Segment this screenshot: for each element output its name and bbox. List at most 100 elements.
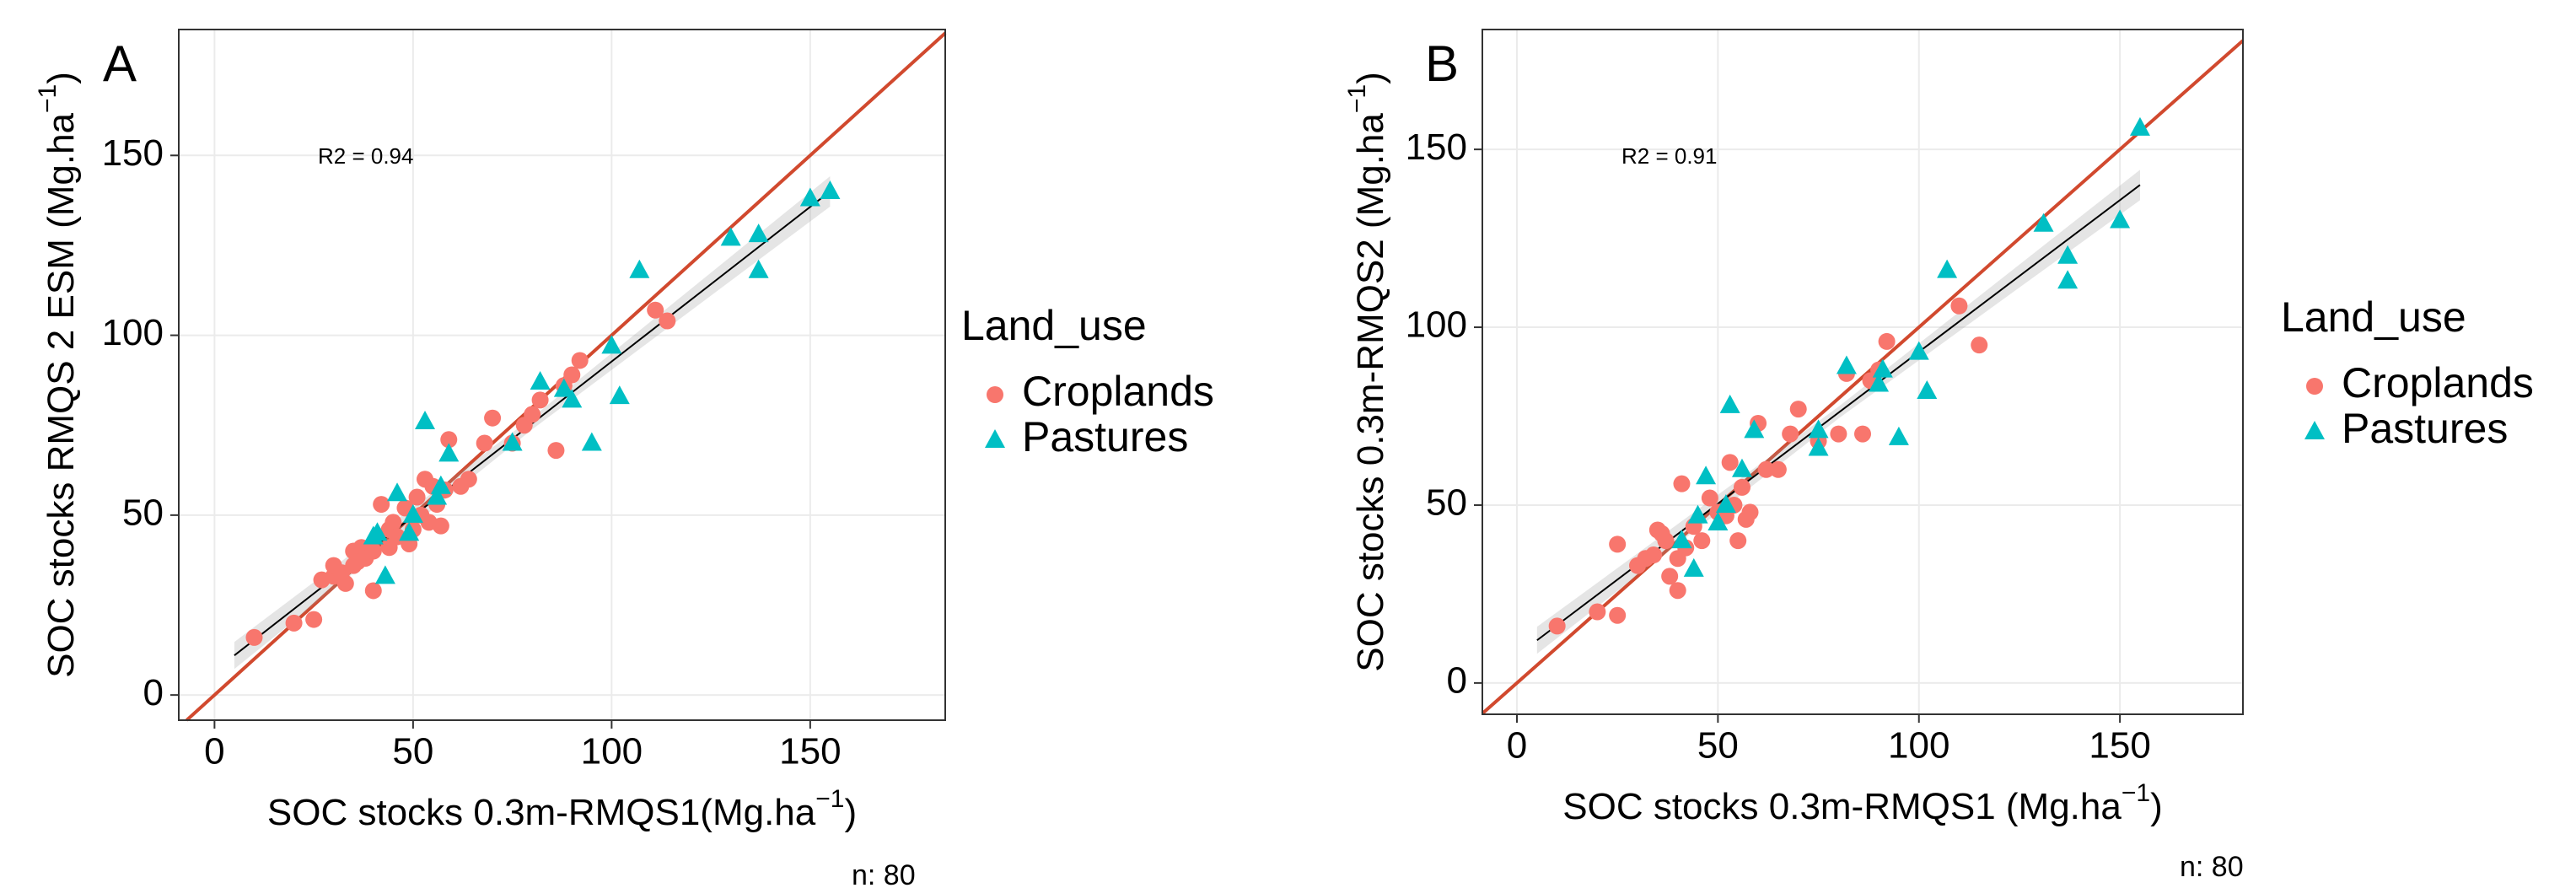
y-axis-label-end: ) <box>40 72 82 84</box>
x-tick-label: 50 <box>392 731 433 772</box>
point <box>1696 466 1717 485</box>
panel-label: B <box>1425 35 1459 92</box>
point <box>432 517 449 535</box>
point <box>476 434 493 452</box>
point <box>1589 603 1606 621</box>
point <box>364 582 382 600</box>
point <box>385 514 402 531</box>
point <box>2129 116 2150 136</box>
point <box>524 406 541 423</box>
point <box>1687 504 1708 524</box>
x-axis-label-text: SOC stocks 0.3m-RMQS1 (Mg.ha <box>1562 786 2122 827</box>
point <box>1653 525 1670 542</box>
point <box>571 352 589 369</box>
point <box>387 482 408 502</box>
point <box>1669 582 1686 600</box>
point <box>748 223 769 243</box>
point <box>820 180 841 199</box>
point <box>325 557 342 574</box>
x-tick-label: 50 <box>1697 725 1739 767</box>
y-tick-label: 0 <box>143 672 164 713</box>
point <box>1869 373 1890 392</box>
point <box>285 614 303 632</box>
y-axis-label-sup: −1 <box>1343 84 1371 113</box>
point <box>408 488 426 506</box>
point <box>484 409 502 427</box>
y-tick-label: 0 <box>1447 660 1467 702</box>
point <box>581 432 602 451</box>
y-tick-label: 150 <box>102 132 164 174</box>
note: n: 80 <box>852 859 916 888</box>
legend-title: Land_use <box>961 302 1147 349</box>
point <box>1609 535 1627 553</box>
legend-key <box>2304 421 2325 439</box>
point <box>1878 332 1896 350</box>
point <box>563 366 581 384</box>
x-tick-label: 100 <box>581 731 643 772</box>
panel-label: A <box>103 35 137 92</box>
point <box>1661 568 1679 585</box>
point <box>553 378 574 397</box>
point <box>374 565 395 584</box>
point <box>399 522 420 541</box>
point <box>305 611 323 628</box>
x-axis-label-sup: −1 <box>2122 779 2150 807</box>
point <box>1854 425 1871 443</box>
x-tick-label: 100 <box>1888 725 1949 767</box>
x-tick-label: 0 <box>204 731 224 772</box>
point <box>609 385 630 405</box>
y-tick-label: 50 <box>122 492 164 533</box>
point <box>1671 530 1692 549</box>
point <box>1609 606 1627 624</box>
point <box>1757 460 1775 478</box>
point <box>1729 532 1747 550</box>
point <box>1836 355 1857 374</box>
y-tick-label: 150 <box>1406 126 1467 168</box>
legend-title: Land_use <box>2281 293 2466 341</box>
point <box>2033 213 2054 232</box>
point <box>440 431 458 449</box>
point <box>502 432 523 451</box>
point <box>531 391 549 409</box>
y-tick-label: 100 <box>102 312 164 353</box>
y-axis-label-sup: −1 <box>34 84 62 113</box>
point <box>1715 493 1736 513</box>
plot-border <box>178 29 946 721</box>
point <box>1707 512 1729 531</box>
x-tick-label: 150 <box>2089 725 2150 767</box>
point <box>629 259 650 278</box>
legend-label: Pastures <box>2342 405 2508 452</box>
point <box>547 442 565 460</box>
point <box>601 335 622 354</box>
point <box>1701 489 1718 507</box>
point <box>373 496 390 514</box>
point <box>562 389 583 408</box>
point <box>1917 379 1938 399</box>
panel: 0 50 100 150 0 50 100 150 A R2 = 0.94 SOC stocks 0… <box>34 29 1214 888</box>
point <box>1693 532 1711 550</box>
point <box>363 525 384 545</box>
point <box>1744 419 1765 439</box>
y-axis-label-end: ) <box>1350 72 1391 84</box>
point <box>2057 245 2079 264</box>
point <box>1789 401 1807 418</box>
point <box>1830 425 1847 443</box>
point <box>530 371 551 390</box>
point <box>1782 425 1799 443</box>
y-tick-label: 50 <box>1426 482 1467 524</box>
point <box>1683 557 1704 577</box>
point <box>427 486 448 505</box>
plot-background <box>179 30 945 720</box>
point <box>1719 394 1740 413</box>
legend-key <box>2306 378 2323 395</box>
point <box>1673 475 1691 492</box>
point <box>647 301 664 319</box>
point <box>1733 478 1750 496</box>
point <box>364 542 382 560</box>
point <box>402 503 423 523</box>
point <box>1808 437 1829 456</box>
point <box>1908 341 1929 360</box>
identity-line <box>1481 39 2245 715</box>
point <box>438 443 460 462</box>
x-axis-label: SOC stocks 0.3m-RMQS1(Mg.ha−1) <box>267 785 857 832</box>
